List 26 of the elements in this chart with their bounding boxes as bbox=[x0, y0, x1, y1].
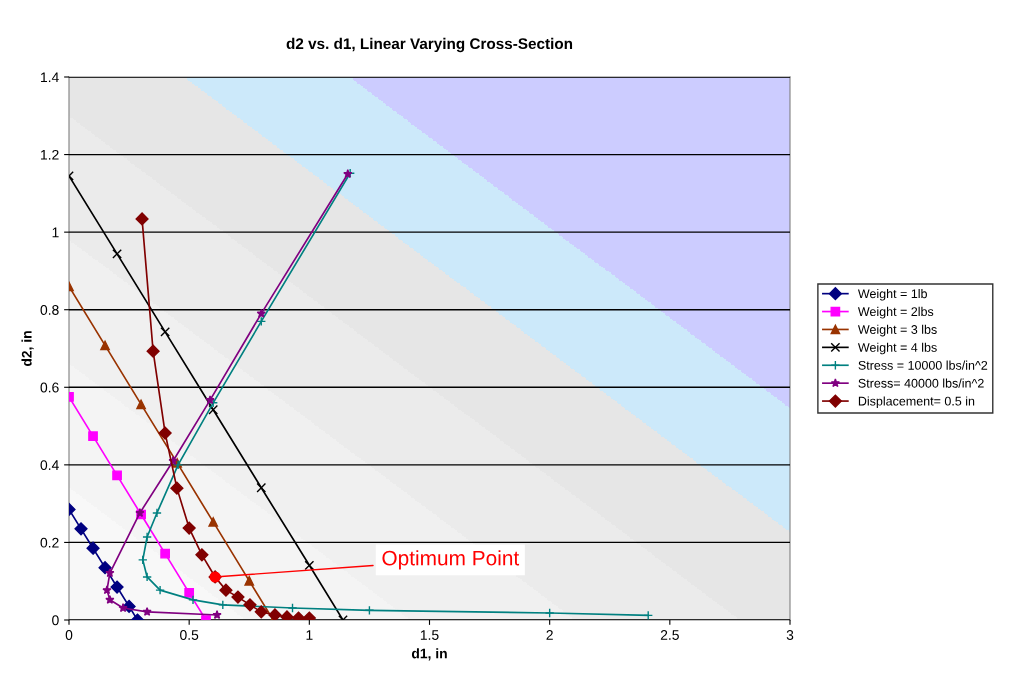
y-tick-label: 1.2 bbox=[41, 149, 59, 160]
x-tick-label: 0 bbox=[65, 630, 73, 640]
legend-label: Stress= 40000 lbs/in^2 bbox=[858, 378, 984, 388]
legend-label: Weight = 3 lbs bbox=[857, 324, 937, 337]
y-tick-label: 0.4 bbox=[40, 460, 59, 471]
x-tick-label: 1 bbox=[306, 630, 313, 640]
x-tick-label: 2.5 bbox=[660, 630, 679, 640]
legend-label: Stress = 10000 lbs/in^2 bbox=[858, 360, 988, 370]
y-tick-label: 0.6 bbox=[40, 382, 59, 393]
y-axis-title: d2, in bbox=[21, 331, 34, 367]
y-tick-label: 0.2 bbox=[40, 537, 59, 548]
y-tick-label: 1 bbox=[52, 227, 59, 238]
x-tick-label: 1.5 bbox=[420, 630, 439, 640]
legend-label: Weight = 2lbs bbox=[857, 306, 934, 319]
x-tick-label: 0.5 bbox=[180, 630, 199, 640]
y-tick-label: 1.4 bbox=[41, 72, 59, 83]
legend-label: Weight = 4 lbs bbox=[857, 342, 937, 355]
y-tick-label: 0.8 bbox=[40, 305, 59, 315]
chart-title: d2 vs. d1, Linear Varying Cross-Section bbox=[286, 37, 573, 53]
x-tick-label: 2 bbox=[546, 630, 553, 640]
legend-label: Weight = 1lb bbox=[857, 288, 927, 301]
legend-label: Displacement= 0.5 in bbox=[858, 396, 975, 409]
annotation: Optimum Point bbox=[382, 550, 520, 570]
y-tick-label: 0 bbox=[52, 615, 59, 626]
x-tick-label: 3 bbox=[786, 630, 794, 640]
x-axis-title: d1, in bbox=[411, 648, 447, 661]
